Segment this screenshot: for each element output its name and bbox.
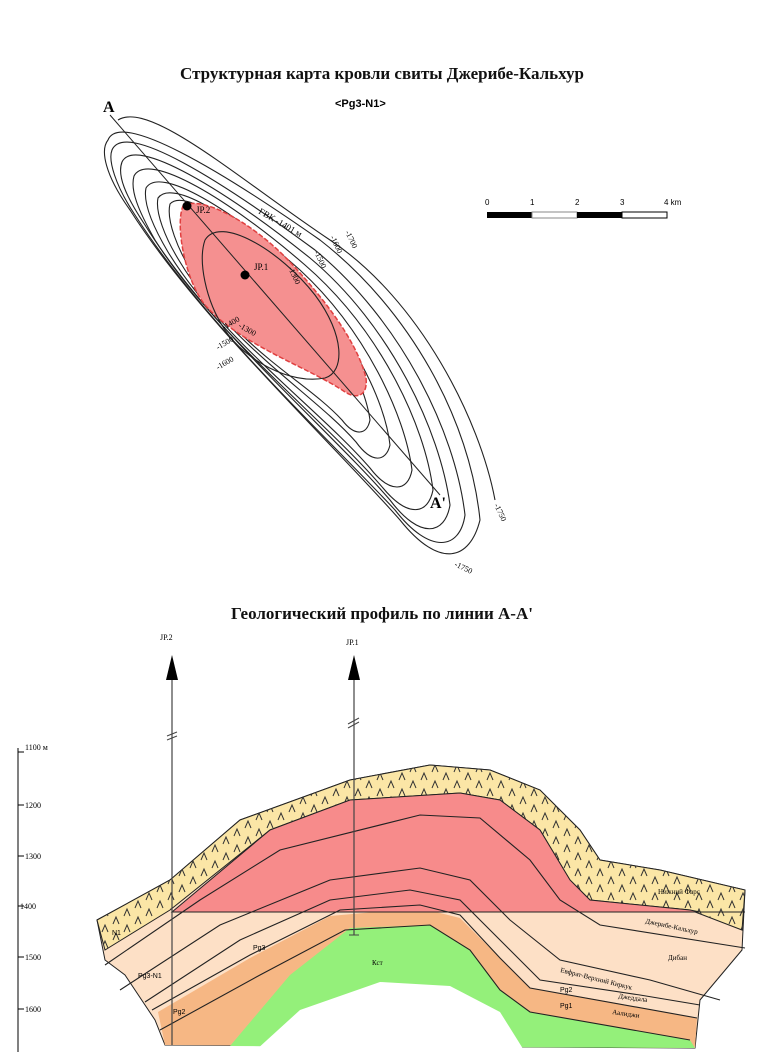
section-cutout	[245, 982, 530, 1060]
gas-zone	[179, 202, 367, 397]
age-label: N1	[112, 930, 121, 937]
profile-line-a-a-prime	[109, 114, 441, 496]
layer-fars-pattern	[97, 765, 745, 950]
scale-bar: 0 1 2 3 4 km	[485, 198, 682, 219]
well-jp2-profile-label: JP.2	[160, 633, 173, 642]
map-title: Структурная карта кровли свиты Джерибе-К…	[180, 64, 584, 83]
age-label: Pg1	[560, 1003, 573, 1010]
depth-tick: 1500	[25, 953, 41, 962]
point-a-prime-label: A'	[430, 495, 446, 512]
well-jp1-marker	[240, 270, 250, 280]
scale-tick: 2	[575, 198, 580, 207]
formation-label: Дибан	[668, 954, 687, 962]
well-jp2-profile	[166, 655, 178, 1045]
map-subtitle: <Pg3-N1>	[335, 98, 386, 110]
age-label: Кст	[372, 959, 383, 967]
depth-tick: 1100 м	[25, 743, 48, 752]
age-label: Pg2	[560, 987, 573, 994]
contour-1300	[201, 231, 340, 380]
well-jp1-label: JP.1	[254, 262, 268, 272]
profile-title: Геологический профиль по линии А-А'	[231, 604, 533, 623]
point-a-label: A	[103, 99, 115, 116]
scale-tick: 4 km	[664, 198, 682, 207]
depth-tick: 1200	[25, 801, 41, 810]
horizon-lines	[104, 814, 746, 1041]
age-label: Pg2	[173, 1009, 186, 1016]
formation-label: Аалиджи	[612, 1008, 641, 1020]
well-jp2-marker	[182, 201, 192, 211]
well-jp1-profile	[347, 655, 360, 936]
depth-tick: 1300	[25, 852, 41, 861]
depth-tick: 1400	[20, 902, 36, 911]
well-jp2-label: JP.2	[196, 205, 210, 215]
formation-label: Нижний Фарс	[658, 888, 700, 896]
age-label: Pg3-N1	[138, 973, 162, 980]
scale-tick: 0	[485, 198, 490, 207]
age-label: Pg3	[253, 945, 266, 952]
well-jp1-profile-label: JP.1	[346, 638, 359, 647]
depth-scale: 1100 м 1200 1300 1400 1500 1600	[17, 743, 48, 1052]
scale-tick: 3	[620, 198, 625, 207]
scale-tick: 1	[530, 198, 535, 207]
gas-zone-profile	[170, 792, 701, 913]
depth-tick: 1600	[25, 1005, 41, 1014]
